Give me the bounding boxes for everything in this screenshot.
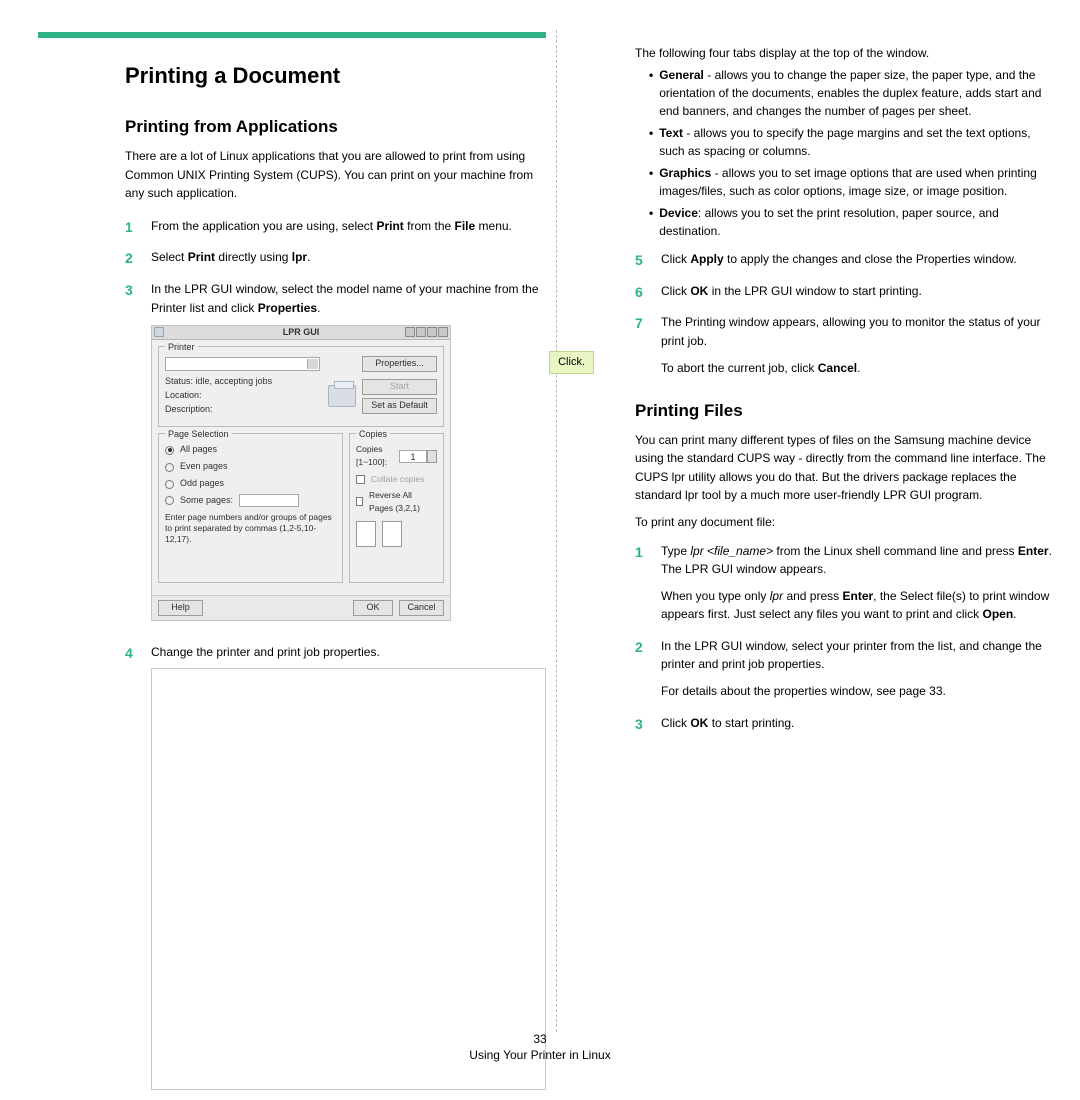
help-button[interactable]: Help bbox=[158, 600, 203, 616]
set-default-button[interactable]: Set as Default bbox=[362, 398, 437, 414]
body-text: To print any document file: bbox=[635, 513, 1059, 532]
step-number: 3 bbox=[635, 714, 649, 736]
page-footer: 33 Using Your Printer in Linux bbox=[0, 1032, 1080, 1062]
fieldset-label: Copies bbox=[356, 428, 390, 442]
steps-list-left: 1 From the application you are using, se… bbox=[125, 217, 549, 1090]
pages-input[interactable] bbox=[239, 494, 299, 507]
window-title: LPR GUI bbox=[283, 326, 320, 340]
location-line: Location: bbox=[165, 389, 322, 403]
spinner-icon[interactable] bbox=[427, 450, 437, 463]
step-text: Type lpr <file_name> from the Linux shel… bbox=[661, 542, 1059, 627]
copies-input[interactable]: 1 bbox=[399, 450, 427, 463]
step-number: 2 bbox=[635, 637, 649, 704]
step-number: 2 bbox=[125, 248, 139, 270]
step-text: Select Print directly using lpr. bbox=[151, 248, 549, 270]
step-text: From the application you are using, sele… bbox=[151, 217, 549, 239]
section-title: Printing Files bbox=[635, 401, 1059, 421]
body-text: Device: allows you to set the print reso… bbox=[659, 204, 1059, 240]
step-number: 5 bbox=[635, 250, 649, 272]
page-number: 33 bbox=[0, 1032, 1080, 1046]
step-number: 6 bbox=[635, 282, 649, 304]
window-controls-icon bbox=[405, 327, 448, 337]
fieldset-label: Printer bbox=[165, 341, 198, 355]
page-title: Printing a Document bbox=[125, 63, 549, 89]
section-title: Printing from Applications bbox=[125, 117, 549, 137]
step-text: Click OK to start printing. bbox=[661, 714, 1059, 736]
accent-bar bbox=[38, 32, 546, 38]
step-number: 1 bbox=[635, 542, 649, 627]
figure-placeholder bbox=[151, 668, 546, 1090]
radio-some-pages[interactable] bbox=[165, 496, 174, 505]
ok-button[interactable]: OK bbox=[353, 600, 393, 616]
lpr-gui-figure: LPR GUI Printer Properties... bbox=[151, 325, 451, 621]
step-text: Click Apply to apply the changes and clo… bbox=[661, 250, 1059, 272]
description-line: Description: bbox=[165, 403, 322, 417]
status-line: Status: idle, accepting jobs bbox=[165, 375, 322, 389]
step-number: 4 bbox=[125, 643, 139, 1090]
printer-icon bbox=[328, 385, 356, 407]
body-text: Graphics - allows you to set image optio… bbox=[659, 164, 1059, 200]
steps-list-right-b: 1Type lpr <file_name> from the Linux she… bbox=[635, 542, 1059, 736]
step-text: In the LPR GUI window, select your print… bbox=[661, 637, 1059, 704]
body-text: To abort the current job, click Cancel. bbox=[661, 359, 1059, 377]
body-text: Text - allows you to specify the page ma… bbox=[659, 124, 1059, 160]
step-text: In the LPR GUI window, select the model … bbox=[151, 280, 549, 633]
body-text: The following four tabs display at the t… bbox=[635, 44, 1059, 62]
fieldset-label: Page Selection bbox=[165, 428, 232, 442]
body-text: For details about the properties window,… bbox=[661, 682, 1059, 700]
radio-all-pages[interactable] bbox=[165, 446, 174, 455]
step-text: Click OK in the LPR GUI window to start … bbox=[661, 282, 1059, 304]
printer-select[interactable] bbox=[165, 357, 320, 371]
app-icon bbox=[154, 327, 164, 337]
body-text: General - allows you to change the paper… bbox=[659, 66, 1059, 120]
body-text: You can print many different types of fi… bbox=[635, 431, 1059, 505]
body-text: When you type only lpr and press Enter, … bbox=[661, 587, 1059, 623]
step-text: Change the printer and print job propert… bbox=[151, 643, 549, 1090]
footer-text: Using Your Printer in Linux bbox=[0, 1048, 1080, 1062]
intro-paragraph: There are a lot of Linux applications th… bbox=[125, 147, 549, 203]
cancel-button[interactable]: Cancel bbox=[399, 600, 444, 616]
callout-click: Click. bbox=[549, 351, 594, 374]
collate-icon bbox=[356, 521, 437, 547]
reverse-checkbox[interactable] bbox=[356, 497, 363, 506]
step-number: 1 bbox=[125, 217, 139, 239]
properties-button[interactable]: Properties... bbox=[362, 356, 437, 372]
step-number: 7 bbox=[635, 313, 649, 380]
collate-checkbox[interactable] bbox=[356, 475, 365, 484]
step-text: The Printing window appears, allowing yo… bbox=[661, 313, 1059, 380]
steps-list-right-a: 5 Click Apply to apply the changes and cl… bbox=[635, 250, 1059, 381]
step-number: 3 bbox=[125, 280, 139, 633]
radio-odd-pages[interactable] bbox=[165, 480, 174, 489]
start-button[interactable]: Start bbox=[362, 379, 437, 395]
column-divider bbox=[556, 30, 557, 1032]
pages-hint: Enter page numbers and/or groups of page… bbox=[165, 512, 336, 545]
radio-even-pages[interactable] bbox=[165, 463, 174, 472]
